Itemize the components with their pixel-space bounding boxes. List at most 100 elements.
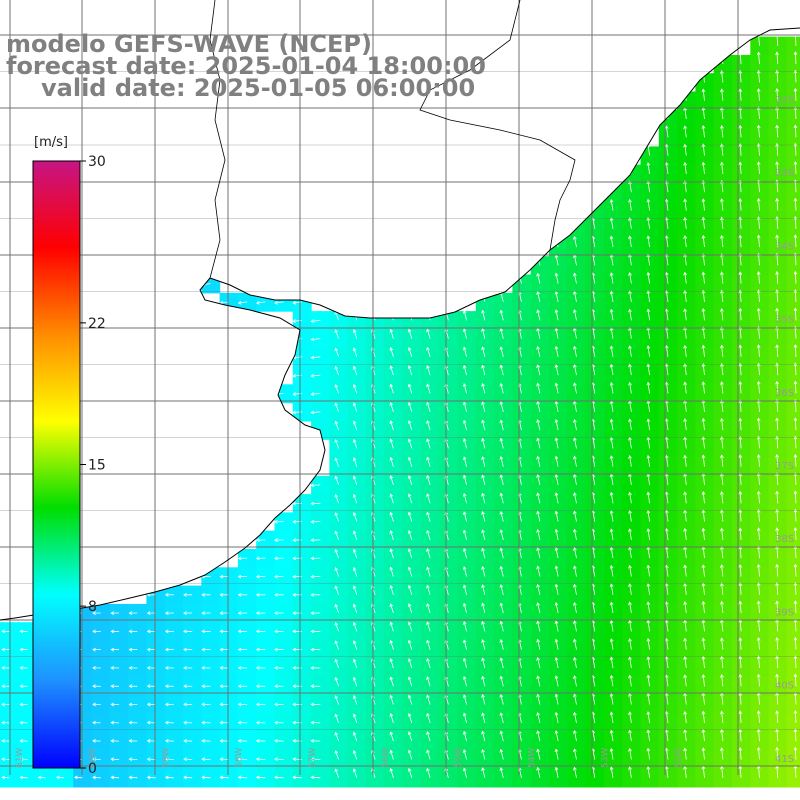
field-cell — [549, 750, 568, 770]
wind-arrow — [629, 492, 632, 504]
field-cell — [311, 530, 330, 550]
wind-arrow-head — [274, 702, 278, 707]
wind-arrow-head — [573, 272, 577, 277]
wind-arrow-head — [554, 419, 559, 423]
wind-arrow — [147, 776, 156, 779]
wind-arrow-head — [499, 547, 504, 552]
field-cell — [237, 622, 257, 642]
wind-arrow — [739, 747, 742, 760]
wind-arrow — [776, 436, 779, 449]
field-cell — [750, 183, 770, 202]
field-cell — [420, 640, 440, 660]
field-cell — [695, 439, 715, 459]
field-cell — [530, 713, 550, 733]
wind-arrow — [794, 418, 797, 431]
wind-arrow — [537, 676, 541, 687]
wind-arrow-head — [255, 556, 260, 561]
wind-arrow — [666, 382, 669, 394]
wind-arrow-head — [237, 556, 242, 561]
wind-arrow — [776, 692, 779, 705]
field-cell — [237, 640, 257, 660]
wind-arrow-head — [775, 582, 779, 586]
wind-arrow-head — [738, 106, 743, 111]
field-cell — [603, 457, 623, 477]
wind-arrow-head — [664, 564, 669, 569]
wind-arrow — [629, 345, 632, 357]
wind-arrow-head — [664, 290, 669, 294]
wind-arrow — [776, 33, 779, 46]
field-cell — [713, 640, 733, 660]
wind-arrow — [629, 437, 632, 449]
wind-arrow-head — [389, 731, 394, 736]
wind-arrow-head — [646, 674, 651, 679]
wind-arrow-head — [775, 435, 779, 440]
wind-arrow-head — [756, 600, 761, 605]
wind-arrow — [518, 438, 522, 449]
field-cell — [585, 494, 605, 513]
wind-arrow-head — [756, 582, 761, 586]
wind-arrow-head — [292, 720, 296, 725]
field-cell — [494, 494, 513, 513]
wind-arrow-head — [292, 319, 297, 323]
field-cell — [750, 475, 770, 495]
field-cell — [658, 567, 678, 587]
wind-arrow — [629, 620, 632, 632]
field-cell — [786, 567, 800, 587]
wind-arrow-head — [389, 420, 394, 425]
wind-arrow — [647, 547, 650, 559]
wind-arrow-head — [426, 639, 430, 644]
lat-label: 38S — [775, 534, 794, 545]
field-cell — [475, 732, 495, 751]
wind-arrow-head — [756, 490, 761, 495]
wind-arrow — [647, 510, 650, 522]
field-cell — [347, 603, 367, 623]
wind-arrow — [794, 271, 797, 284]
field-cell — [786, 146, 800, 166]
wind-arrow — [739, 601, 742, 614]
wind-arrow-head — [371, 530, 375, 534]
wind-arrow-head — [646, 180, 651, 185]
wind-arrow-head — [201, 592, 205, 597]
wind-arrow — [500, 328, 504, 339]
wind-arrow-head — [646, 528, 651, 532]
wind-arrow-head — [481, 401, 485, 406]
field-cell — [530, 347, 550, 367]
wind-arrow — [463, 676, 467, 687]
field-cell — [329, 475, 349, 495]
field-cell — [420, 677, 440, 696]
field-cell — [494, 457, 513, 477]
field-cell — [640, 494, 660, 513]
field-cell — [695, 219, 715, 239]
wind-arrow — [463, 365, 467, 376]
wind-arrow-head — [573, 309, 577, 313]
field-cell — [786, 347, 800, 367]
wind-arrow — [776, 765, 779, 778]
field-cell — [329, 750, 349, 770]
wind-arrow-head — [499, 584, 504, 588]
wind-arrow-head — [573, 675, 577, 679]
field-cell — [311, 640, 330, 660]
wind-arrow-head — [793, 307, 798, 312]
wind-arrow — [482, 438, 486, 449]
field-cell — [366, 732, 385, 751]
field-cell — [640, 585, 660, 605]
wind-arrow — [794, 747, 797, 760]
wind-arrow — [408, 347, 413, 357]
wind-arrow-head — [720, 234, 724, 239]
wind-arrow — [666, 455, 669, 467]
wind-arrow — [610, 620, 614, 632]
field-cell — [329, 585, 349, 605]
field-cell — [750, 640, 770, 660]
field-cell — [640, 347, 660, 367]
wind-arrow — [610, 272, 614, 284]
wind-arrow — [666, 254, 669, 266]
wind-arrow-head — [219, 702, 224, 707]
wind-arrow-head — [128, 629, 133, 634]
wind-arrow — [426, 731, 431, 742]
wind-arrow-head — [628, 345, 632, 349]
field-cell — [256, 713, 276, 733]
field-cell — [603, 658, 623, 678]
field-cell — [640, 567, 660, 587]
wind-arrow-head — [738, 344, 743, 349]
